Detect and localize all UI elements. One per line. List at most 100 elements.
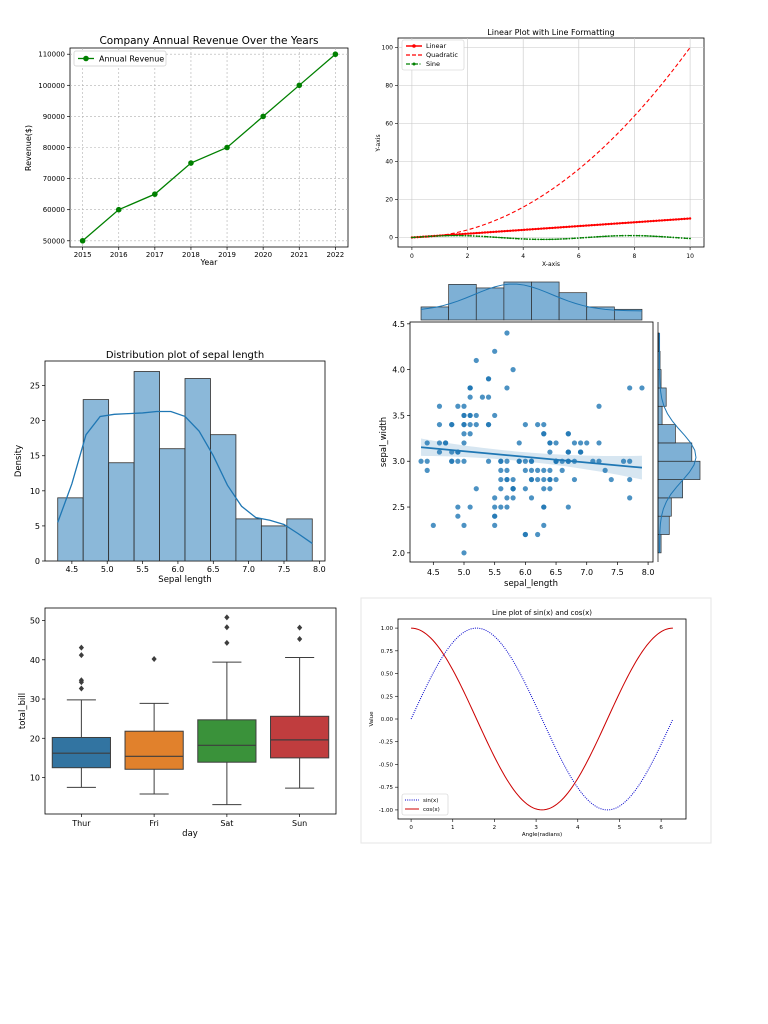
jointplot-point xyxy=(547,449,553,455)
revenue-point xyxy=(260,113,266,120)
linear-series-sine-point xyxy=(571,237,573,240)
linear-series-linear-point xyxy=(573,225,577,228)
linear-series-sine-point xyxy=(686,237,689,240)
linear-series-sine-point xyxy=(489,236,492,238)
linear-series-sine-point xyxy=(554,238,557,241)
linear-series-linear-point xyxy=(576,224,579,228)
linear-series-sine-point xyxy=(430,235,433,238)
sincos-ytick-label: -0.50 xyxy=(379,762,394,768)
linear-series-linear-point xyxy=(683,217,686,221)
tips-box-xlabel: day xyxy=(182,829,198,839)
linear-series-linear-point xyxy=(458,233,461,236)
sincos-series xyxy=(410,627,674,811)
revenue-xtick-label: 2015 xyxy=(74,251,92,259)
sincos-title: Line plot of sin(x) and cos(x) xyxy=(492,609,592,617)
jointplot-xtick-label: 7.5 xyxy=(611,568,624,577)
linear-series-sine-point xyxy=(616,234,618,237)
revenue-title: Company Annual Revenue Over the Years xyxy=(99,35,318,47)
revenue-line xyxy=(82,53,336,242)
sincos-xtick-label: 6 xyxy=(659,825,663,831)
linear-series-linear-point xyxy=(570,225,574,228)
linear-series-sine-point xyxy=(644,234,647,237)
revenue-legend-label: Annual Revenue xyxy=(99,55,164,64)
jointplot-point xyxy=(461,550,467,556)
linear-series xyxy=(410,47,692,241)
sincos-ytick-label: -0.75 xyxy=(379,785,394,791)
sepal-hist-xtick-label: 6.0 xyxy=(172,565,185,574)
linear-series-linear-point xyxy=(554,226,557,229)
sepal-hist-bar xyxy=(235,518,262,562)
jointplot-point xyxy=(455,513,461,519)
linear-series-sine-point xyxy=(461,234,464,237)
linear-series-linear-point xyxy=(655,219,658,223)
linear-series-sine-point xyxy=(607,235,610,238)
linear-series-sine-point xyxy=(486,235,489,238)
jointplot-point xyxy=(522,458,528,464)
linear-series-sine-point xyxy=(565,237,568,240)
jointplot-point xyxy=(510,367,516,373)
revenue-xtick-label: 2019 xyxy=(218,251,236,259)
linear-series-linear-point xyxy=(582,224,585,227)
jointplot-point xyxy=(584,440,590,446)
linear-series-linear-point xyxy=(542,227,546,230)
sincos-legend-label-cos: cos(x) xyxy=(423,807,440,813)
linear-series-sine-point xyxy=(672,236,675,239)
linear-legend-label-sine: Sine xyxy=(426,60,440,68)
jointplot-point xyxy=(559,467,565,473)
jointplot-point xyxy=(418,458,424,464)
jointplot-ytick-label: 2.0 xyxy=(392,549,405,558)
jointplot-point xyxy=(467,412,473,419)
linear-series-linear-point xyxy=(495,230,498,233)
linear-series-linear-point xyxy=(464,232,467,236)
linear-series-sine-point xyxy=(588,236,590,239)
jointplot-right-hist-bar xyxy=(657,387,667,407)
linear-ytick-label: 20 xyxy=(385,197,393,204)
jointplot-point xyxy=(516,458,522,464)
linear-series-sine-point xyxy=(413,236,416,239)
sincos-ytick-label: 0.25 xyxy=(381,694,394,700)
linear-series-linear-point xyxy=(584,224,588,227)
tips-box-ytick-label: 50 xyxy=(30,617,40,626)
jointplot-point xyxy=(571,476,578,483)
linear-series-sine-point xyxy=(478,235,481,238)
jointplot-ytick-label: 4.5 xyxy=(392,320,405,329)
linear-series-sine-point xyxy=(433,235,436,238)
linear-series-sine-point xyxy=(464,234,467,237)
linear-legend-box xyxy=(401,39,465,71)
sepal-hist-ytick-label: 20 xyxy=(30,417,40,426)
revenue-ticks: 2015 2016 2017 2018 2019 2020 2021 2022 50000 600… xyxy=(38,51,344,259)
linear-ylabel: Y-axis xyxy=(375,134,382,152)
jointplot-xtick-label: 5.5 xyxy=(488,568,501,577)
linear-series-sine-point xyxy=(627,234,630,237)
jointplot-point xyxy=(541,522,547,528)
jointplot-point xyxy=(541,504,547,510)
linear-grid xyxy=(398,38,704,247)
jointplot-point xyxy=(424,458,430,464)
sincos-xtick-label: 1 xyxy=(451,825,455,831)
tips-box-outlier xyxy=(78,685,84,692)
sincos-legend: sin(x) cos(x) xyxy=(401,793,449,816)
linear-series-sine-point xyxy=(680,237,683,239)
linear-series-sine-point xyxy=(675,236,677,239)
linear-series-sine-point xyxy=(481,235,484,238)
jointplot-point xyxy=(485,421,492,428)
tips-box-chart: Thur Fri Sat Sun 10 20 30 40 50 day total_bill xyxy=(18,607,337,839)
jointplot-point xyxy=(485,394,492,400)
sincos-series-cosx-line xyxy=(411,627,673,811)
linear-series-linear-point xyxy=(478,231,481,235)
jointplot-point xyxy=(461,440,467,446)
sepal-hist-bar xyxy=(210,434,237,562)
jointplot-point xyxy=(522,421,528,428)
linear-series-sine-point xyxy=(596,235,599,238)
linear-series-linear-point xyxy=(629,221,633,224)
linear-series-sine-point xyxy=(537,238,540,241)
jointplot-point xyxy=(510,476,516,483)
linear-series-sine-point xyxy=(624,234,627,237)
tips-box-xtick-label: Thur xyxy=(71,819,91,828)
linear-ytick-label: 100 xyxy=(382,45,394,52)
linear-series-sine-point xyxy=(630,234,632,237)
revenue-ytick-label: 50000 xyxy=(43,237,65,245)
revenue-xtick-label: 2021 xyxy=(290,251,308,259)
tips-box-plot-frame xyxy=(44,607,337,815)
linear-series-linear-point xyxy=(627,221,630,224)
